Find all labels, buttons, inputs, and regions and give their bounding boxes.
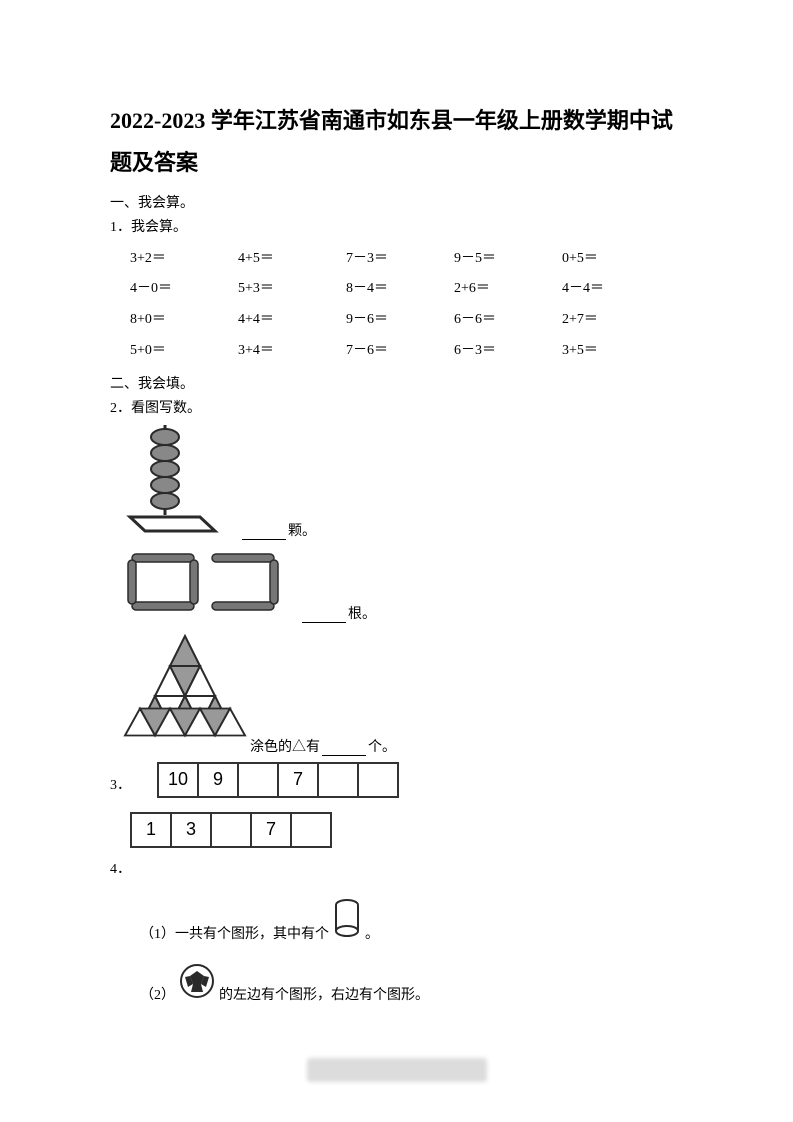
seq-cell: 1 (131, 813, 171, 847)
sequence-table-2: 1 3 7 (130, 812, 332, 848)
title-line1: 2022-2023 学年江苏省南通市如东县一年级上册数学期中试 (110, 108, 673, 133)
q4-2b: 的左边有 (219, 984, 275, 1004)
section2-heading: 二、我会填。 (110, 373, 683, 393)
calc-cell: 3+5＝ (562, 336, 670, 367)
seq-cell[interactable] (318, 763, 358, 797)
seq-cell: 3 (171, 813, 211, 847)
calc-cell: 9－6＝ (346, 305, 454, 336)
fig2-suffix: 根。 (348, 603, 376, 623)
calc-cell: 0+5＝ (562, 244, 670, 275)
calc-cell: 8－4＝ (346, 274, 454, 305)
calc-cell: 4－4＝ (562, 274, 670, 305)
calc-row: 8+0＝ 4+4＝ 9－6＝ 6－6＝ 2+7＝ (130, 305, 683, 336)
seq-cell: 10 (158, 763, 198, 797)
seq-cell[interactable] (211, 813, 251, 847)
q2-label: 2．看图写数。 (110, 397, 683, 417)
calc-cell: 6－6＝ (454, 305, 562, 336)
calc-cell: 4+5＝ (238, 244, 346, 275)
q4-1b: 个图形，其中有 (217, 923, 315, 943)
calc-cell: 4－0＝ (130, 274, 238, 305)
cylinder-icon (333, 898, 361, 943)
q1-label: 1．我会算。 (110, 216, 683, 236)
footer-watermark (307, 1058, 487, 1082)
q4-1d: 。 (365, 923, 379, 943)
calc-row: 5+0＝ 3+4＝ 7－6＝ 6－3＝ 3+5＝ (130, 336, 683, 367)
seq-cell[interactable] (238, 763, 278, 797)
q4-2c: 个图形，右边有 (275, 984, 373, 1004)
seq-cell: 9 (198, 763, 238, 797)
calc-cell: 5+0＝ (130, 336, 238, 367)
soccer-ball-icon (179, 963, 215, 1004)
seq-cell[interactable] (291, 813, 331, 847)
title-line2: 题及答案 (110, 150, 198, 175)
calc-cell: 9－5＝ (454, 244, 562, 275)
seq-cell: 7 (251, 813, 291, 847)
calc-cell: 7－6＝ (346, 336, 454, 367)
calc-cell: 6－3＝ (454, 336, 562, 367)
calc-cell: 3+2＝ (130, 244, 238, 275)
fig1-suffix: 颗。 (288, 520, 316, 540)
q4-1a: （1）一共有 (140, 923, 217, 943)
calc-grid: 3+2＝ 4+5＝ 7－3＝ 9－5＝ 0+5＝ 4－0＝ 5+3＝ 8－4＝ … (130, 244, 683, 367)
section1-heading: 一、我会算。 (110, 192, 683, 212)
calc-cell: 8+0＝ (130, 305, 238, 336)
seq-cell: 7 (278, 763, 318, 797)
triangle-figure (120, 631, 250, 756)
sticks-figure (120, 548, 300, 623)
seq-cell[interactable] (358, 763, 398, 797)
blank-input[interactable] (302, 608, 346, 623)
fig3-suffix: 个。 (368, 736, 396, 756)
calc-row: 4－0＝ 5+3＝ 8－4＝ 2+6＝ 4－4＝ (130, 274, 683, 305)
blank-input[interactable] (242, 525, 286, 540)
abacus-figure (120, 425, 240, 540)
q4-2a: （2） (140, 984, 175, 1004)
calc-row: 3+2＝ 4+5＝ 7－3＝ 9－5＝ 0+5＝ (130, 244, 683, 275)
q4-1c: 个 (315, 923, 329, 943)
sequence-table-1: 10 9 7 (157, 762, 399, 798)
q4-label: 4． (110, 858, 683, 878)
calc-cell: 2+6＝ (454, 274, 562, 305)
q3-label: 3． (110, 774, 131, 794)
q4-2d: 个图形。 (373, 984, 429, 1004)
calc-cell: 7－3＝ (346, 244, 454, 275)
calc-cell: 2+7＝ (562, 305, 670, 336)
calc-cell: 5+3＝ (238, 274, 346, 305)
fig3-prefix: 涂色的△有 (250, 736, 320, 756)
calc-cell: 3+4＝ (238, 336, 346, 367)
blank-input[interactable] (322, 741, 366, 756)
calc-cell: 4+4＝ (238, 305, 346, 336)
